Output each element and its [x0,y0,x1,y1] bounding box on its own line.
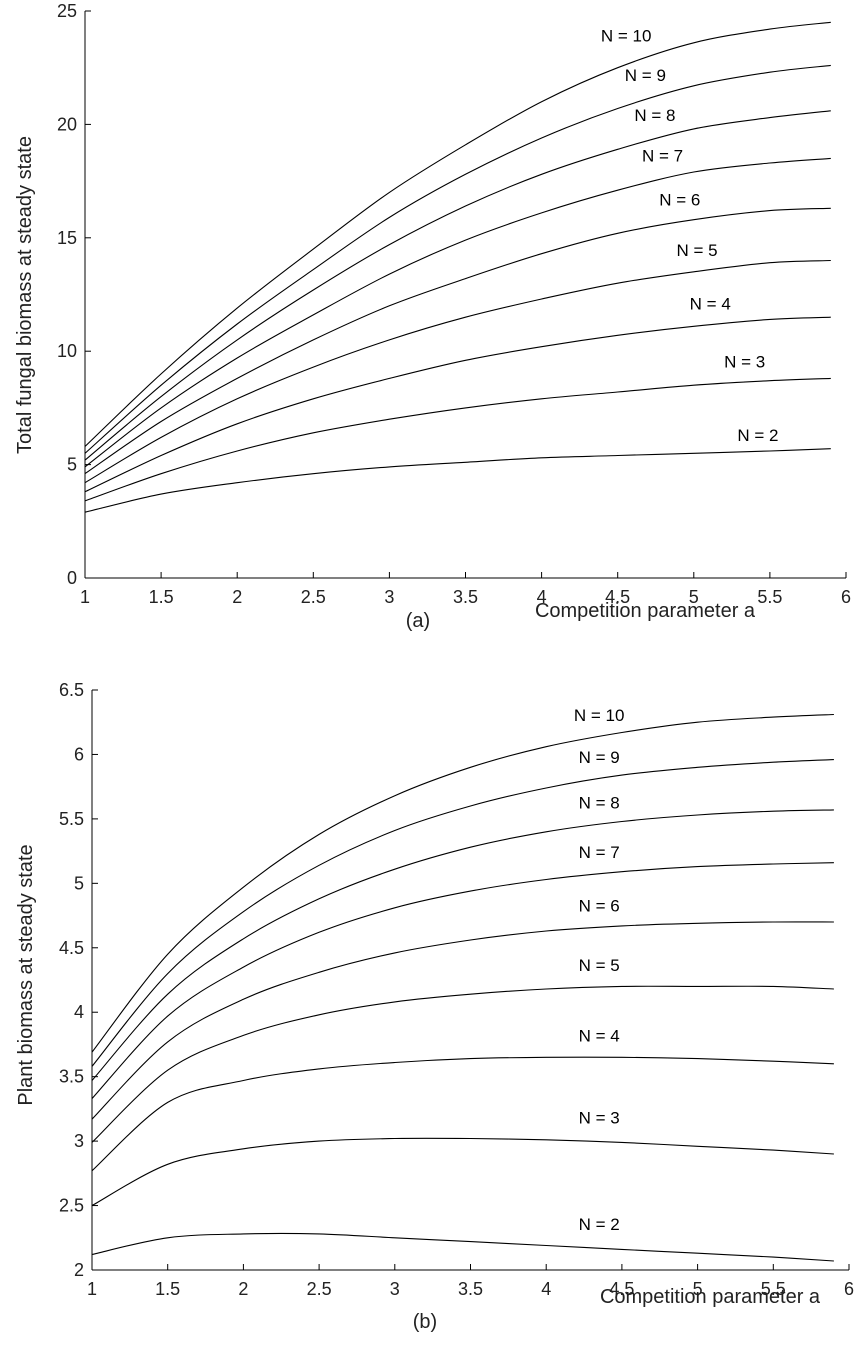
x-tick-label: 2 [232,587,242,607]
panel-b-series [91,713,834,1262]
y-tick-label: 0 [67,568,77,588]
series-label: N = 7 [642,147,683,166]
y-tick-label: 6.5 [59,680,84,700]
series-label: N = 8 [579,794,620,813]
series-line-n6 [84,207,831,475]
x-tick-label: 2.5 [301,587,326,607]
series-line-n8 [84,110,831,461]
series-line-n7 [91,862,834,1099]
x-tick-label: 1 [80,587,90,607]
y-tick-label: 10 [57,341,77,361]
y-tick-label: 4 [74,1002,84,1022]
x-tick-label: 1 [87,1279,97,1299]
x-tick-label: 3.5 [458,1279,483,1299]
x-tick-label: 6 [841,587,851,607]
series-label: N = 3 [579,1109,620,1128]
series-label: N = 4 [579,1026,620,1045]
series-label: N = 4 [690,295,731,314]
series-label: N = 2 [579,1215,620,1234]
x-tick-label: 3.5 [453,587,478,607]
series-line-n2 [84,448,831,513]
panel-a-x-label: Competition parameter a [535,600,756,622]
y-tick-label: 20 [57,114,77,134]
series-label: N = 9 [579,748,620,767]
series-line-n10 [84,21,831,447]
x-tick-label: 4.5 [609,1279,634,1299]
series-line-n9 [84,64,831,454]
y-tick-label: 5 [74,873,84,893]
series-line-n9 [91,759,834,1067]
panel-a-y-ticks: 0 5 10 15 20 25 [57,1,91,588]
y-tick-label: 3 [74,1131,84,1151]
series-line-n2 [91,1232,834,1262]
series-label: N = 3 [724,353,765,372]
series-line-n8 [91,809,834,1081]
panel-b-plant-biomass: 2 2.5 3 3.5 4 4.5 5 5.5 6 6.5 1 1.5 2 2.5 3 3.5 4 4.5 5 5.… [15,680,854,1333]
panel-b-x-label: Competition parameter a [600,1286,821,1308]
series-line-n6 [91,921,834,1120]
y-tick-label: 2.5 [59,1196,84,1216]
series-label: N = 8 [634,106,675,125]
series-label: N = 6 [659,191,700,210]
series-line-n10 [91,713,834,1053]
x-tick-label: 1.5 [155,1279,180,1299]
x-tick-label: 3 [390,1279,400,1299]
series-line-n3 [91,1137,834,1207]
series-line-n4 [84,316,831,493]
x-tick-label: 4 [541,1279,551,1299]
y-tick-label: 15 [57,228,77,248]
x-tick-label: 2 [238,1279,248,1299]
series-label: N = 5 [676,241,717,260]
series-label: N = 10 [601,27,652,46]
x-tick-label: 6 [844,1279,854,1299]
x-tick-label: 3 [384,587,394,607]
y-tick-label: 5.5 [59,809,84,829]
series-label: N = 6 [579,896,620,915]
x-tick-label: 4 [537,587,547,607]
series-line-n5 [91,985,834,1143]
panel-b-y-label: Plant biomass at steady state [15,844,37,1105]
panel-b-y-ticks: 2 2.5 3 3.5 4 4.5 5 5.5 6 6.5 [59,680,98,1280]
x-tick-label: 5 [689,587,699,607]
panel-b-panel-label: (b) [413,1311,437,1333]
series-line-n4 [91,1056,834,1172]
x-tick-label: 2.5 [307,1279,332,1299]
series-label: N = 2 [737,426,778,445]
series-line-n5 [84,259,831,484]
panel-a-series-labels: N = 2 N = 3 N = 4 N = 5 N = 6 N = 7 N = 8 N = 9… [601,27,779,445]
x-tick-label: 5.5 [757,587,782,607]
y-tick-label: 4.5 [59,938,84,958]
x-tick-label: 5 [693,1279,703,1299]
panel-b-series-labels: N = 2 N = 3 N = 4 N = 5 N = 6 N = 7 N = 8 N = 9… [574,706,625,1234]
series-label: N = 10 [574,706,625,725]
panel-a-panel-label: (a) [406,610,430,632]
panel-a-x-ticks: 1 1.5 2 2.5 3 3.5 4 4.5 5 5.5 6 [80,572,851,607]
series-label: N = 9 [625,66,666,85]
panel-a-y-label: Total fungal biomass at steady state [14,136,36,454]
series-line-n3 [84,377,831,502]
y-tick-label: 25 [57,1,77,21]
panel-a-series [84,21,831,513]
x-tick-label: 1.5 [149,587,174,607]
y-tick-label: 6 [74,744,84,764]
series-line-n7 [84,157,831,468]
x-tick-label: 4.5 [605,587,630,607]
y-tick-label: 3.5 [59,1067,84,1087]
series-label: N = 7 [579,843,620,862]
y-tick-label: 2 [74,1260,84,1280]
series-label: N = 5 [579,956,620,975]
x-tick-label: 5.5 [761,1279,786,1299]
y-tick-label: 5 [67,455,77,475]
panel-b-x-ticks: 1 1.5 2 2.5 3 3.5 4 4.5 5 5.5 6 [87,1264,854,1299]
